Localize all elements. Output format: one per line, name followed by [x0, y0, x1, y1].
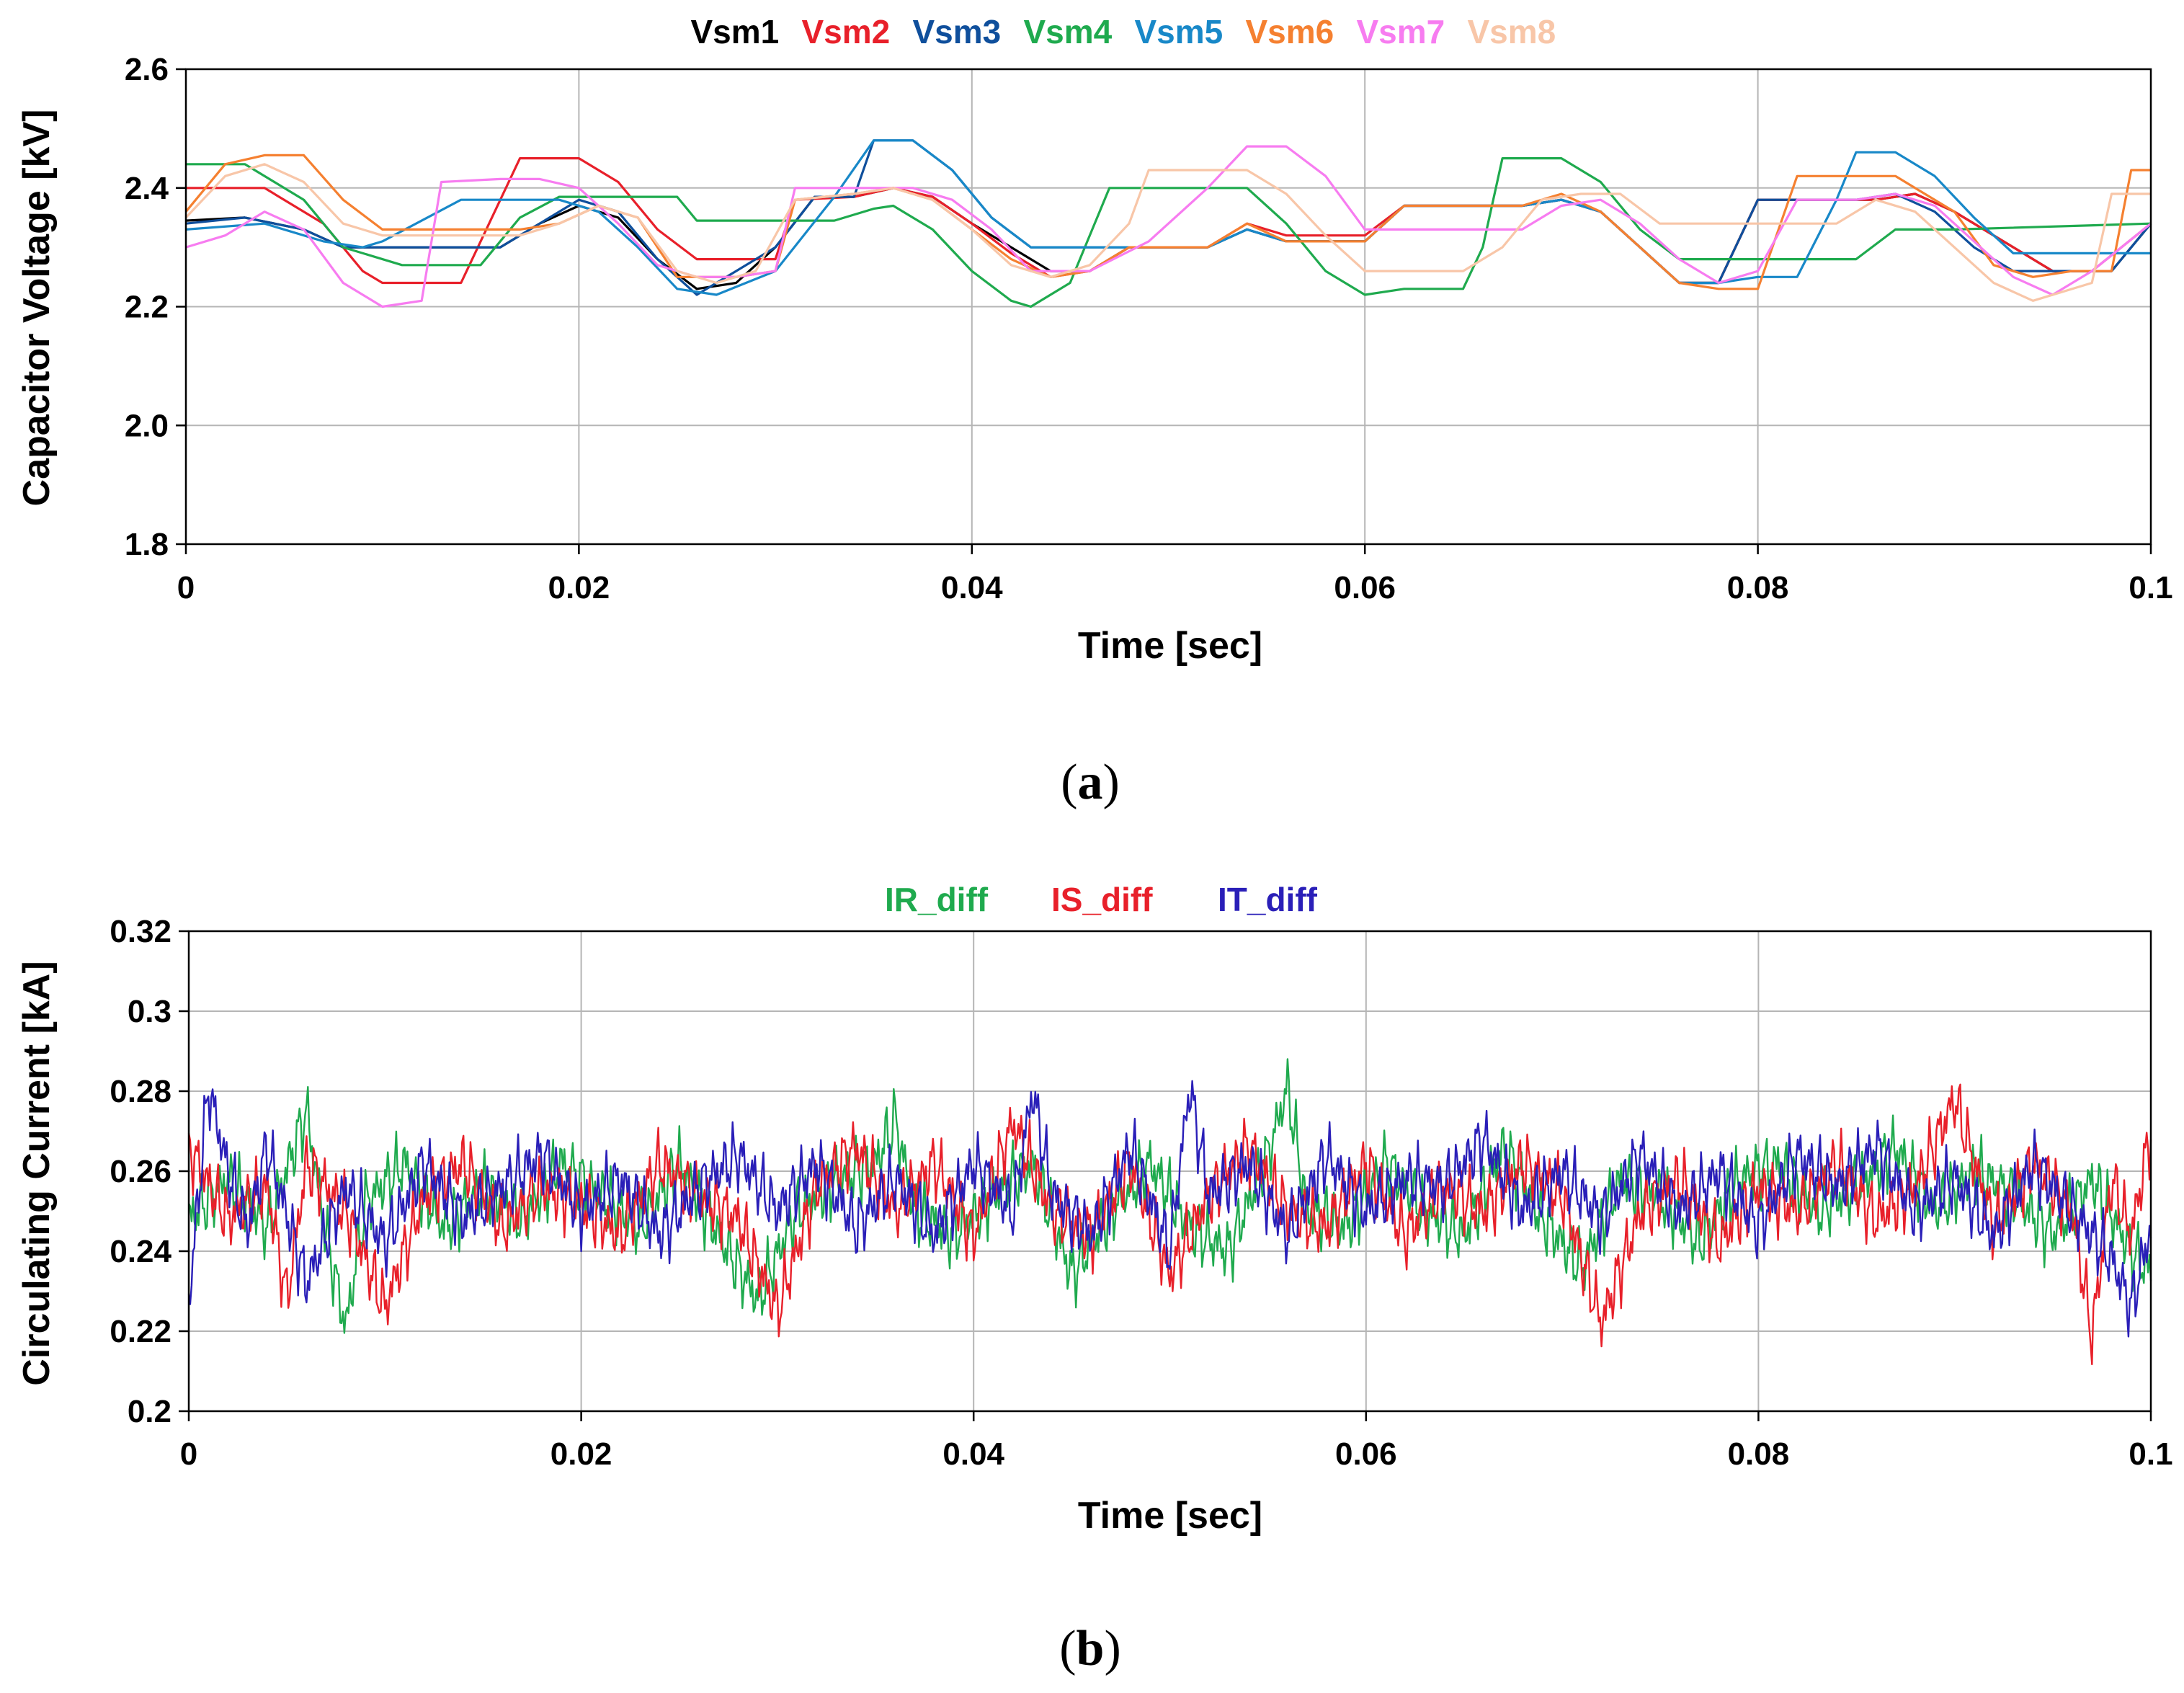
x-tick-label: 0.1	[2129, 570, 2172, 605]
y-tick-label: 0.24	[110, 1234, 171, 1269]
x-tick-label: 0	[180, 1436, 197, 1472]
legend-entry-ir-diff: IR_diff	[885, 881, 989, 918]
legend-entry-vsm5: Vsm5	[1135, 13, 1224, 50]
x-tick-label: 0.1	[2129, 1436, 2172, 1472]
chart-b-x-axis-label: Time [sec]	[1078, 1495, 1262, 1537]
chart-a: 0 0.02 0.04 0.06 0.08 0.1 1.8 2.0 2.2 2.4 2.6 Tim…	[16, 13, 2173, 810]
y-tick-label: 0.3	[128, 994, 171, 1029]
chart-a-series-lines	[184, 139, 2152, 308]
y-tick-label: 0.28	[110, 1074, 171, 1109]
legend-entry-vsm6: Vsm6	[1246, 13, 1334, 50]
y-tick-label: 0.2	[128, 1394, 171, 1429]
x-tick-label: 0.04	[942, 1436, 1004, 1472]
x-tick-label: 0.06	[1334, 570, 1396, 605]
y-tick-label: 2.4	[125, 171, 169, 206]
legend-entry-vsm8: Vsm8	[1468, 13, 1556, 50]
panel-a-letter: a	[1078, 755, 1103, 810]
x-tick-label: 0.08	[1727, 570, 1789, 605]
x-tick-label: 0.04	[941, 570, 1003, 605]
legend-entry-is-diff: IS_diff	[1051, 881, 1153, 918]
chart-b-series-lines	[187, 1058, 2152, 1366]
panel-label-b: (b)	[1059, 1621, 1121, 1676]
x-tick-label: 0.02	[551, 1436, 612, 1472]
panel-label-a: (a)	[1061, 755, 1120, 810]
series-line-it-diff	[187, 1080, 2152, 1338]
chart-b-y-axis-label: Circulating Current [kA]	[16, 961, 58, 1385]
y-tick-label: 1.8	[125, 527, 169, 562]
legend-entry-vsm4: Vsm4	[1024, 13, 1113, 50]
legend-entry-it-diff: IT_diff	[1218, 881, 1318, 918]
series-line-vsm8	[184, 163, 2151, 302]
legend-entry-vsm2: Vsm2	[802, 13, 891, 50]
chart-a-legend: Vsm1 Vsm2 Vsm3 Vsm4 Vsm5 Vsm6 Vsm7 Vsm8	[691, 13, 1556, 50]
series-line-is-diff	[187, 1083, 2152, 1366]
chart-b: 0 0.02 0.04 0.06 0.08 0.1 0.2 0.22 0.24 0.26 0.28…	[16, 881, 2173, 1676]
chart-a-y-tick-labels: 1.8 2.0 2.2 2.4 2.6	[125, 52, 186, 562]
y-tick-label: 2.2	[125, 290, 169, 325]
y-tick-label: 0.26	[110, 1154, 171, 1189]
panel-b-letter: b	[1077, 1621, 1105, 1676]
series-line-vsm5	[185, 139, 2151, 296]
chart-a-x-tick-labels: 0 0.02 0.04 0.06 0.08 0.1	[177, 544, 2173, 605]
y-tick-label: 0.22	[110, 1314, 171, 1349]
y-tick-label: 2.0	[125, 408, 169, 443]
legend-entry-vsm7: Vsm7	[1357, 13, 1445, 50]
chart-a-y-axis-label: Capacitor Voltage [kV]	[16, 110, 58, 507]
legend-entry-vsm3: Vsm3	[913, 13, 1002, 50]
chart-b-y-tick-labels: 0.2 0.22 0.24 0.26 0.28 0.3 0.32	[110, 914, 189, 1429]
y-tick-label: 0.32	[110, 914, 171, 949]
chart-a-x-axis-label: Time [sec]	[1078, 625, 1262, 667]
y-tick-label: 2.6	[125, 52, 169, 87]
x-tick-label: 0.06	[1335, 1436, 1397, 1472]
legend-entry-vsm1: Vsm1	[691, 13, 780, 50]
chart-b-legend: IR_diff IS_diff IT_diff	[885, 881, 1318, 918]
x-tick-label: 0.02	[548, 570, 610, 605]
series-line-vsm7	[185, 145, 2152, 308]
series-line-vsm4	[186, 157, 2152, 308]
chart-b-x-tick-labels: 0 0.02 0.04 0.06 0.08 0.1	[180, 1411, 2173, 1472]
x-tick-label: 0	[177, 570, 195, 605]
x-tick-label: 0.08	[1728, 1436, 1790, 1472]
